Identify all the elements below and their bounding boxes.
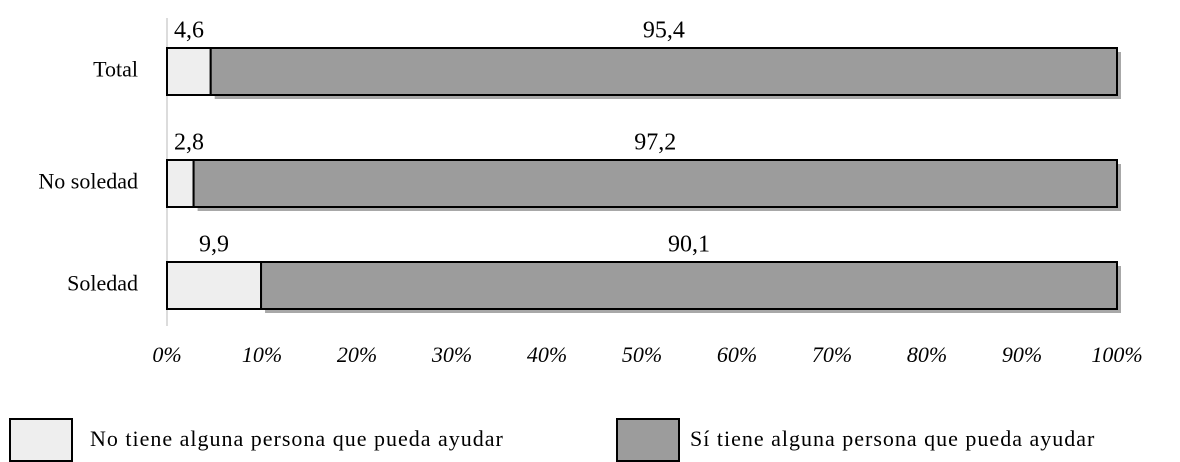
value-label: 90,1 [668,232,710,258]
value-label: 95,4 [643,18,685,44]
x-tick-label: 100% [1091,342,1142,367]
x-tick-label: 10% [242,342,282,367]
x-tick-label: 20% [337,342,377,367]
x-tick-label: 30% [431,342,472,367]
x-tick-label: 50% [622,342,662,367]
x-tick-label: 90% [1002,342,1042,367]
value-label: 97,2 [634,130,676,156]
bar-segment [192,159,1119,208]
value-label: 2,8 [174,130,204,156]
x-tick-label: 70% [812,342,852,367]
legend-swatch [616,418,680,462]
bar-segment [209,47,1118,96]
bar-segment [166,261,263,310]
bar-segment [260,261,1118,310]
category-label: Total [93,57,138,82]
x-tick-label: 60% [717,342,757,367]
bar-segment [166,47,212,96]
legend-label: No tiene alguna persona que pueda ayudar [90,426,504,451]
bar-segment [166,159,195,208]
category-label: Soledad [67,271,138,296]
x-tick-label: 0% [152,342,181,367]
value-label: 9,9 [199,232,229,258]
x-tick-label: 40% [527,342,567,367]
value-label: 4,6 [174,18,204,44]
legend-swatch [9,418,73,462]
x-tick-label: 80% [907,342,947,367]
legend-label: Sí tiene alguna persona que pueda ayudar [690,426,1095,451]
category-label: No soledad [38,169,138,194]
